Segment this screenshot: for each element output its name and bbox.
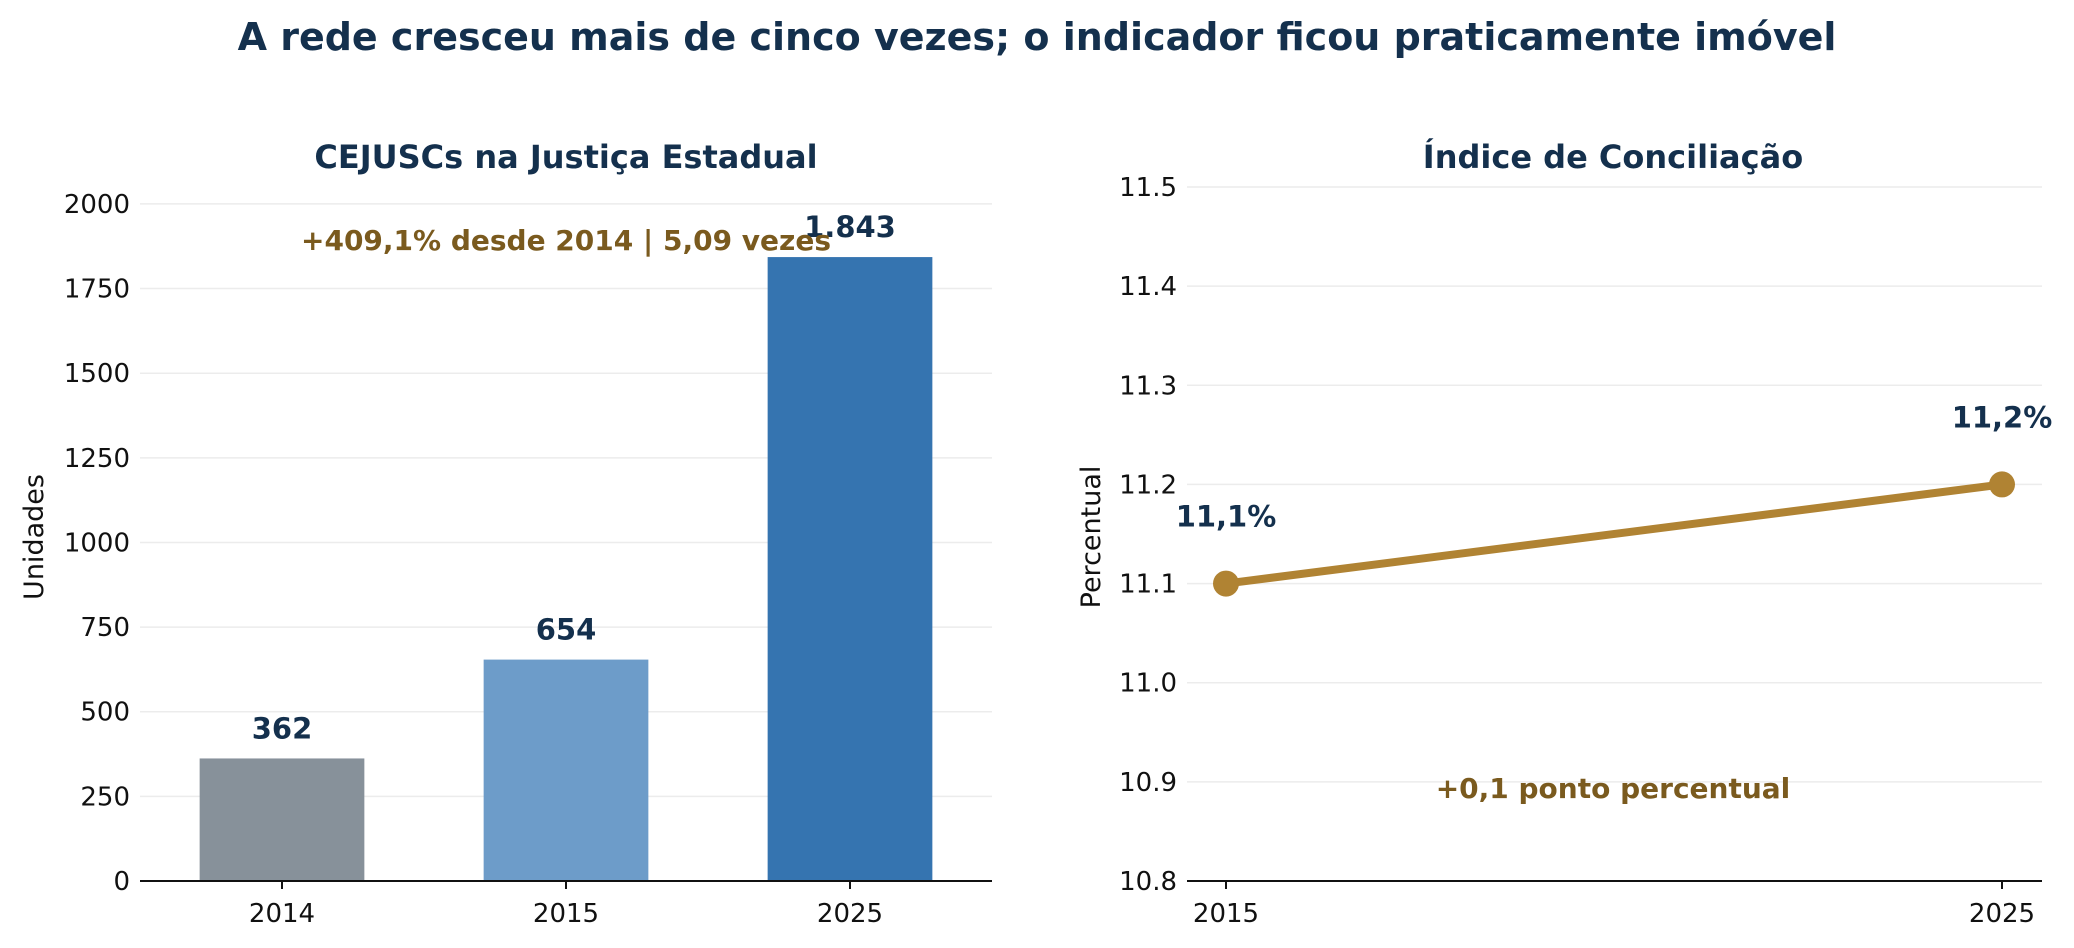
line-x-tick-label: 2025: [1969, 899, 2035, 929]
line-value-label: 11,2%: [1952, 400, 2053, 434]
line-annotation: +0,1 ponto percentual: [1436, 772, 1791, 805]
bar-annotation: +409,1% desde 2014 | 5,09 vezes: [301, 224, 831, 257]
bar-2025: [767, 257, 933, 881]
bar-y-tick-label: 1250: [64, 444, 130, 474]
line-y-tick-label: 11.2: [1119, 470, 1177, 500]
line-value-label: 11,1%: [1176, 500, 1277, 534]
line-x-tick-label: 2015: [1193, 899, 1259, 929]
bar-marks: [199, 257, 933, 881]
bar-y-tick-label: 2000: [64, 190, 130, 220]
bar-2015: [483, 659, 649, 881]
line-x-ticks: 2015 2025: [1193, 881, 2035, 929]
line-y-axis-label: Percentual: [1076, 466, 1107, 609]
line-y-tick-label: 10.8: [1119, 867, 1177, 897]
bar-gridlines: [140, 203, 992, 798]
line-panel: Índice de Conciliação 10.8 10.9 11.0 11.1 11…: [1076, 138, 2052, 929]
bar-y-tick-label: 500: [80, 698, 130, 728]
bar-panel-title: CEJUSCs na Justiça Estadual: [314, 138, 817, 176]
line-path: [1222, 480, 2006, 588]
bar-y-tick-label: 250: [80, 782, 130, 812]
figure-title: A rede cresceu mais de cinco vezes; o in…: [238, 15, 1837, 59]
bar-y-tick-label: 750: [80, 613, 130, 643]
line-y-ticks: 10.8 10.9 11.0 11.1 11.2 11.3 11.4 11.5: [1119, 173, 1177, 897]
bar-x-tick-label: 2015: [533, 899, 599, 929]
line-y-tick-label: 10.9: [1119, 768, 1177, 798]
line-value-labels: 11,1% 11,2%: [1176, 400, 2053, 533]
line-y-tick-label: 11.1: [1119, 570, 1177, 600]
bar-panel: CEJUSCs na Justiça Estadual 0 250 500 750 10…: [19, 138, 992, 929]
bar-value-labels: 362 654 1.843: [252, 210, 896, 745]
bar-y-axis-label: Unidades: [19, 474, 50, 600]
bar-x-tick-label: 2014: [249, 899, 315, 929]
bar-y-tick-label: 0: [113, 867, 130, 897]
bar-value-label: 654: [536, 613, 597, 647]
bar-y-tick-label: 1000: [64, 528, 130, 558]
bar-y-tick-label: 1750: [64, 275, 130, 305]
bar-value-label: 1.843: [804, 210, 896, 244]
bar-2014: [199, 758, 365, 881]
line-point-2025: [1989, 471, 2015, 498]
line-point-2015: [1213, 570, 1239, 597]
line-y-tick-label: 11.5: [1119, 173, 1177, 203]
bar-y-ticks: 0 250 500 750 1000 1250 1500 1750 2000: [64, 190, 130, 897]
bar-value-label: 362: [252, 711, 313, 745]
bar-x-tick-label: 2025: [817, 899, 883, 929]
line-series: [1213, 471, 2015, 597]
bar-y-tick-label: 1500: [64, 359, 130, 389]
line-y-tick-label: 11.4: [1119, 272, 1177, 302]
line-panel-title: Índice de Conciliação: [1423, 138, 1803, 176]
line-gridlines: [1187, 186, 2042, 783]
line-y-tick-label: 11.0: [1119, 669, 1177, 699]
line-y-tick-label: 11.3: [1119, 371, 1177, 401]
bar-x-ticks: 2014 2015 2025: [249, 881, 883, 929]
